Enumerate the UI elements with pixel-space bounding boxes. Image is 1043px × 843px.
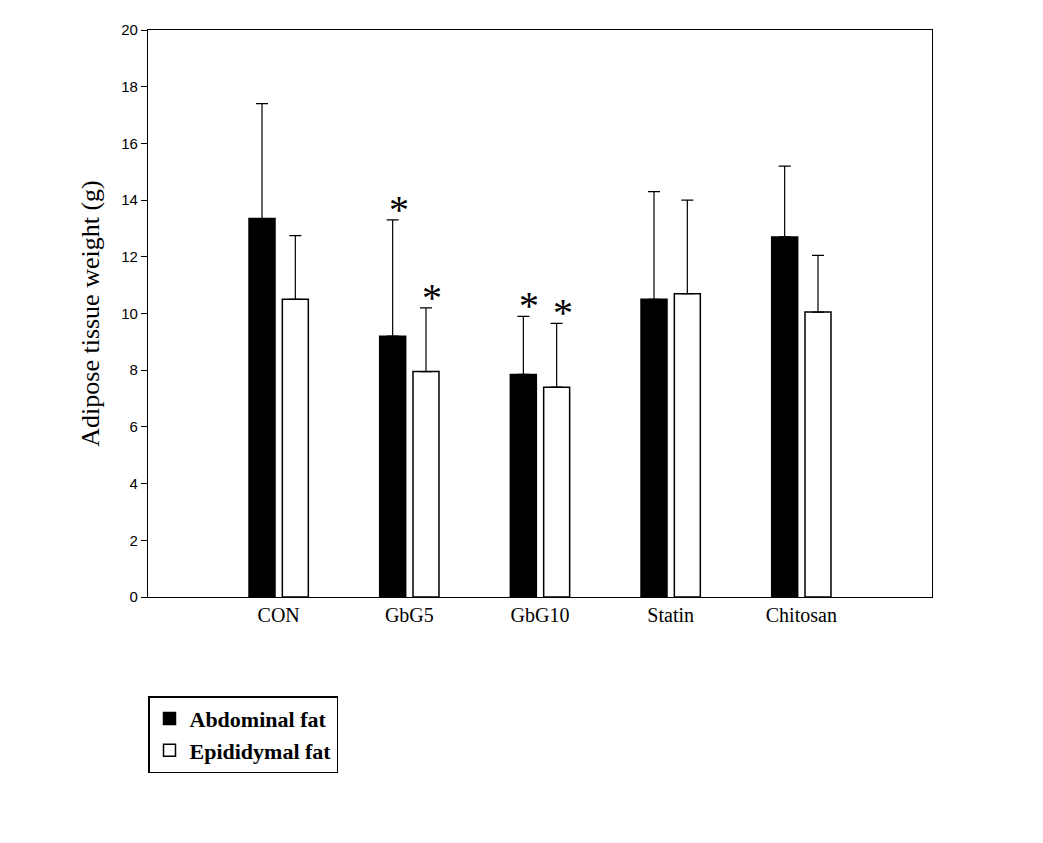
svg-text:Epididymal fat: Epididymal fat	[190, 739, 332, 764]
svg-text:18: 18	[121, 78, 138, 95]
svg-text:16: 16	[121, 135, 138, 152]
svg-text:GbG5: GbG5	[385, 604, 434, 626]
svg-text:12: 12	[121, 248, 138, 265]
svg-text:Statin: Statin	[647, 604, 694, 626]
svg-text:10: 10	[121, 305, 138, 322]
svg-text:*: *	[519, 283, 539, 328]
svg-text:0: 0	[130, 588, 138, 605]
svg-text:Adipose tissue weight (g): Adipose tissue weight (g)	[76, 180, 105, 446]
svg-text:8: 8	[130, 361, 138, 378]
svg-text:GbG10: GbG10	[511, 604, 570, 626]
svg-text:20: 20	[121, 21, 138, 38]
svg-text:*: *	[389, 187, 409, 232]
svg-text:Abdominal fat: Abdominal fat	[190, 707, 327, 732]
svg-text:2: 2	[130, 532, 138, 549]
svg-text:*: *	[422, 275, 442, 320]
svg-text:Chitosan: Chitosan	[766, 604, 837, 626]
svg-text:14: 14	[121, 191, 138, 208]
svg-text:6: 6	[130, 418, 138, 435]
svg-text:4: 4	[130, 475, 138, 492]
svg-text:*: *	[553, 290, 573, 335]
svg-text:CON: CON	[258, 604, 300, 626]
